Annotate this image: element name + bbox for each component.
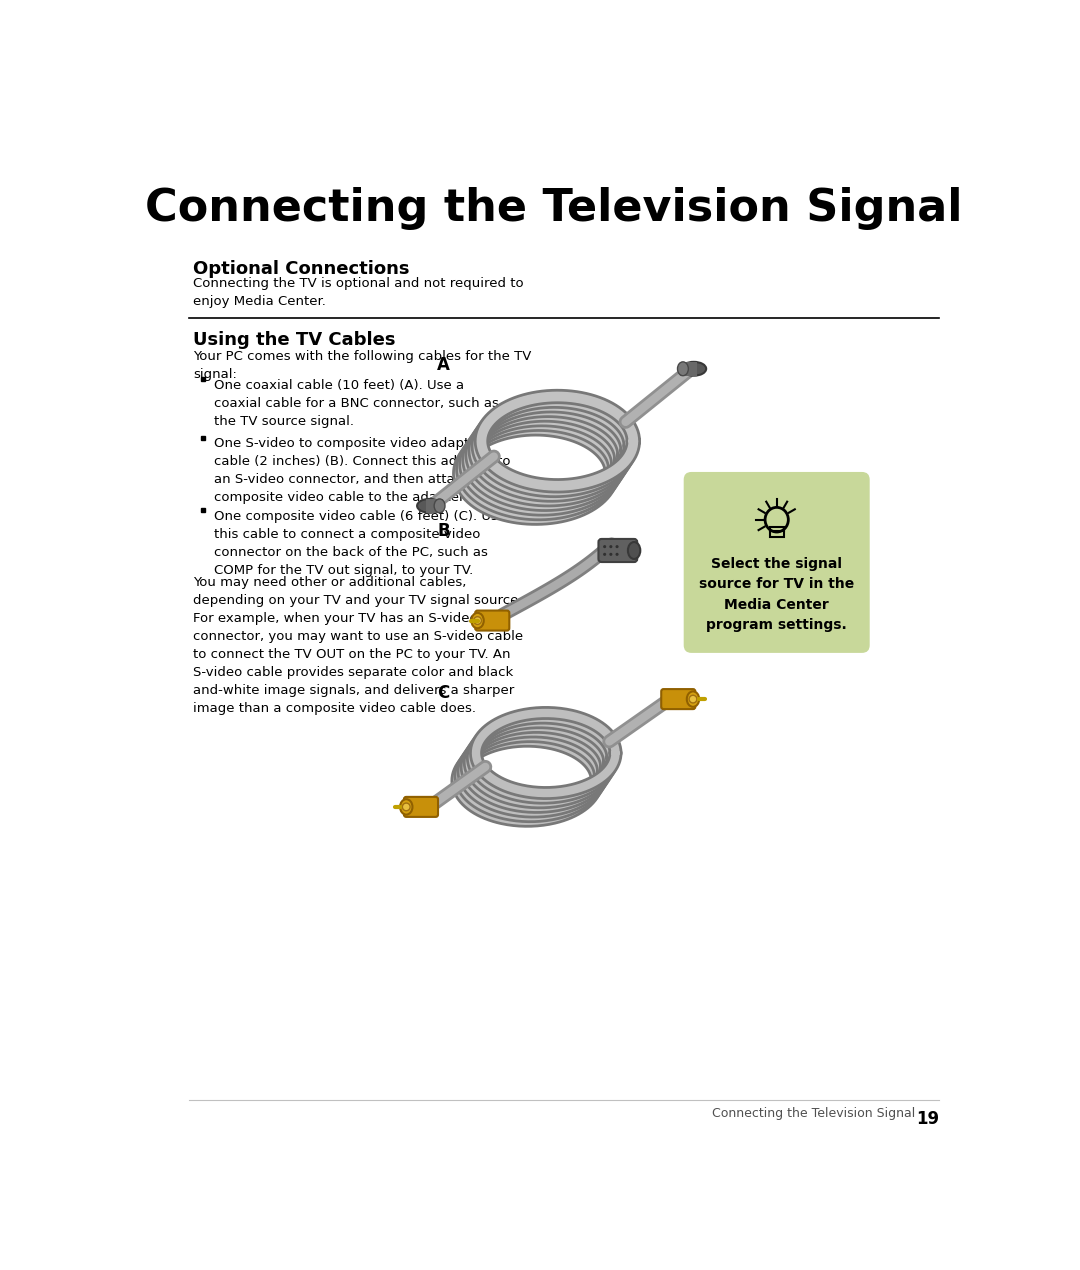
Text: You may need other or additional cables,
depending on your TV and your TV signal: You may need other or additional cables,… xyxy=(193,575,523,715)
Text: Connecting the Television Signal: Connecting the Television Signal xyxy=(145,187,962,230)
Text: Optional Connections: Optional Connections xyxy=(193,260,409,278)
FancyBboxPatch shape xyxy=(404,796,438,817)
Circle shape xyxy=(603,552,606,556)
Text: Connecting the TV is optional and not required to
enjoy Media Center.: Connecting the TV is optional and not re… xyxy=(193,277,524,309)
Ellipse shape xyxy=(627,542,640,559)
Circle shape xyxy=(616,545,619,549)
Circle shape xyxy=(403,803,410,810)
Text: One S-video to composite video adapter
cable (2 inches) (B). Connect this adapte: One S-video to composite video adapter c… xyxy=(214,437,511,504)
FancyBboxPatch shape xyxy=(684,472,869,653)
Ellipse shape xyxy=(687,691,699,707)
Text: One composite video cable (6 feet) (C). Use
this cable to connect a composite vi: One composite video cable (6 feet) (C). … xyxy=(214,509,507,577)
Text: Your PC comes with the following cables for the TV
signal:: Your PC comes with the following cables … xyxy=(193,349,531,381)
Ellipse shape xyxy=(417,499,442,513)
Text: Connecting the Television Signal: Connecting the Television Signal xyxy=(713,1107,916,1120)
Text: Using the TV Cables: Using the TV Cables xyxy=(193,331,395,349)
Text: One coaxial cable (10 feet) (A). Use a
coaxial cable for a BNC connector, such a: One coaxial cable (10 feet) (A). Use a c… xyxy=(214,378,499,428)
Ellipse shape xyxy=(434,499,445,513)
Bar xyxy=(201,508,205,512)
FancyBboxPatch shape xyxy=(475,611,510,631)
Text: C: C xyxy=(437,683,449,702)
Bar xyxy=(201,377,205,381)
Ellipse shape xyxy=(677,362,688,376)
Circle shape xyxy=(609,552,612,556)
Bar xyxy=(201,436,205,439)
Bar xyxy=(770,527,784,537)
Bar xyxy=(679,362,697,376)
Ellipse shape xyxy=(400,799,413,814)
Ellipse shape xyxy=(681,362,706,376)
Bar xyxy=(427,499,444,513)
Circle shape xyxy=(603,545,606,549)
Text: B: B xyxy=(437,522,450,540)
Circle shape xyxy=(609,545,612,549)
FancyBboxPatch shape xyxy=(661,690,696,709)
Circle shape xyxy=(689,695,697,704)
Text: A: A xyxy=(437,357,450,375)
FancyBboxPatch shape xyxy=(598,538,637,563)
Circle shape xyxy=(616,552,619,556)
Text: 19: 19 xyxy=(916,1110,940,1128)
Ellipse shape xyxy=(471,613,484,629)
Text: Select the signal
source for TV in the
Media Center
program settings.: Select the signal source for TV in the M… xyxy=(699,556,854,632)
Circle shape xyxy=(474,617,482,625)
